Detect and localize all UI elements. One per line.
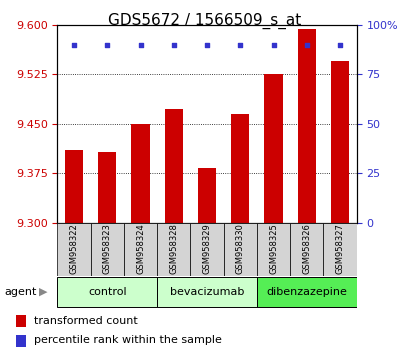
Bar	[256, 223, 290, 276]
Bar	[297, 29, 315, 223]
Bar	[323, 223, 356, 276]
Point	[303, 42, 309, 47]
Point	[71, 42, 77, 47]
Point	[203, 42, 210, 47]
Text: GSM958325: GSM958325	[268, 223, 277, 274]
Bar	[264, 74, 282, 223]
Bar	[131, 124, 149, 223]
Text: transformed count: transformed count	[34, 316, 137, 326]
Text: GDS5672 / 1566509_s_at: GDS5672 / 1566509_s_at	[108, 12, 301, 29]
Bar	[57, 277, 157, 307]
Text: GSM958330: GSM958330	[235, 223, 244, 274]
Point	[336, 42, 342, 47]
Bar	[57, 223, 90, 276]
Text: GSM958322: GSM958322	[70, 223, 79, 274]
Text: bevacizumab: bevacizumab	[169, 287, 244, 297]
Point	[104, 42, 110, 47]
Bar	[124, 223, 157, 276]
Bar	[231, 114, 249, 223]
Bar	[90, 223, 124, 276]
Bar	[290, 223, 323, 276]
Text: percentile rank within the sample: percentile rank within the sample	[34, 335, 221, 346]
Point	[270, 42, 276, 47]
Bar	[198, 168, 216, 223]
Text: GSM958329: GSM958329	[202, 223, 211, 274]
Bar	[65, 150, 83, 223]
Text: GSM958324: GSM958324	[136, 223, 145, 274]
Bar	[16, 315, 26, 327]
Text: ▶: ▶	[39, 287, 47, 297]
Text: GSM958327: GSM958327	[335, 223, 344, 274]
Bar	[157, 277, 256, 307]
Bar	[330, 61, 348, 223]
Bar	[256, 277, 356, 307]
Bar	[98, 152, 116, 223]
Bar	[164, 109, 182, 223]
Bar	[190, 223, 223, 276]
Point	[236, 42, 243, 47]
Text: GSM958328: GSM958328	[169, 223, 178, 274]
Text: control: control	[88, 287, 126, 297]
Point	[137, 42, 144, 47]
Point	[170, 42, 177, 47]
Text: GSM958326: GSM958326	[301, 223, 310, 274]
Text: dibenzazepine: dibenzazepine	[266, 287, 346, 297]
Bar	[223, 223, 256, 276]
Text: agent: agent	[4, 287, 36, 297]
Bar	[16, 335, 26, 347]
Text: GSM958323: GSM958323	[103, 223, 112, 274]
Bar	[157, 223, 190, 276]
